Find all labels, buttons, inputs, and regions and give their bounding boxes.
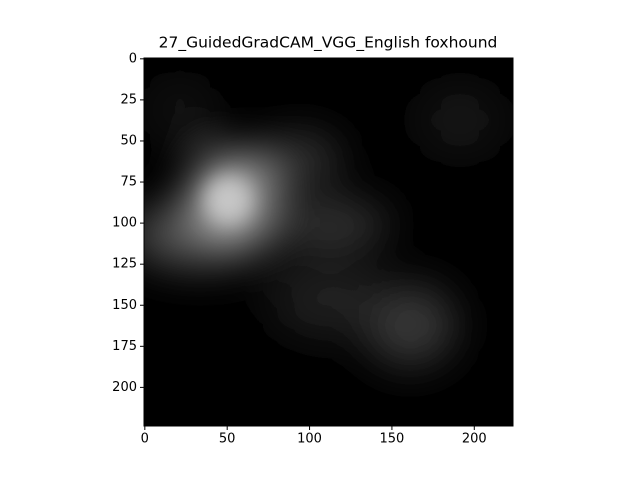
chart-title: 27_GuidedGradCAM_VGG_English foxhound xyxy=(159,34,498,53)
axes-frame xyxy=(143,57,514,427)
y-tick-label: 175 xyxy=(112,339,137,354)
y-tick-label: 0 xyxy=(129,51,137,66)
x-tick-label: 150 xyxy=(380,432,405,447)
x-tick-label: 100 xyxy=(297,432,322,447)
heatmap-image xyxy=(144,58,513,426)
y-tick-label: 100 xyxy=(112,216,137,231)
y-tick-label: 25 xyxy=(120,92,137,107)
y-tick-label: 200 xyxy=(112,380,137,395)
y-tick-label: 75 xyxy=(120,175,137,190)
x-tick-label: 200 xyxy=(462,432,487,447)
x-tick-label: 0 xyxy=(141,432,149,447)
y-tick-label: 50 xyxy=(120,133,137,148)
x-tick-label: 50 xyxy=(219,432,236,447)
y-tick-label: 150 xyxy=(112,298,137,313)
y-tick-label: 125 xyxy=(112,257,137,272)
